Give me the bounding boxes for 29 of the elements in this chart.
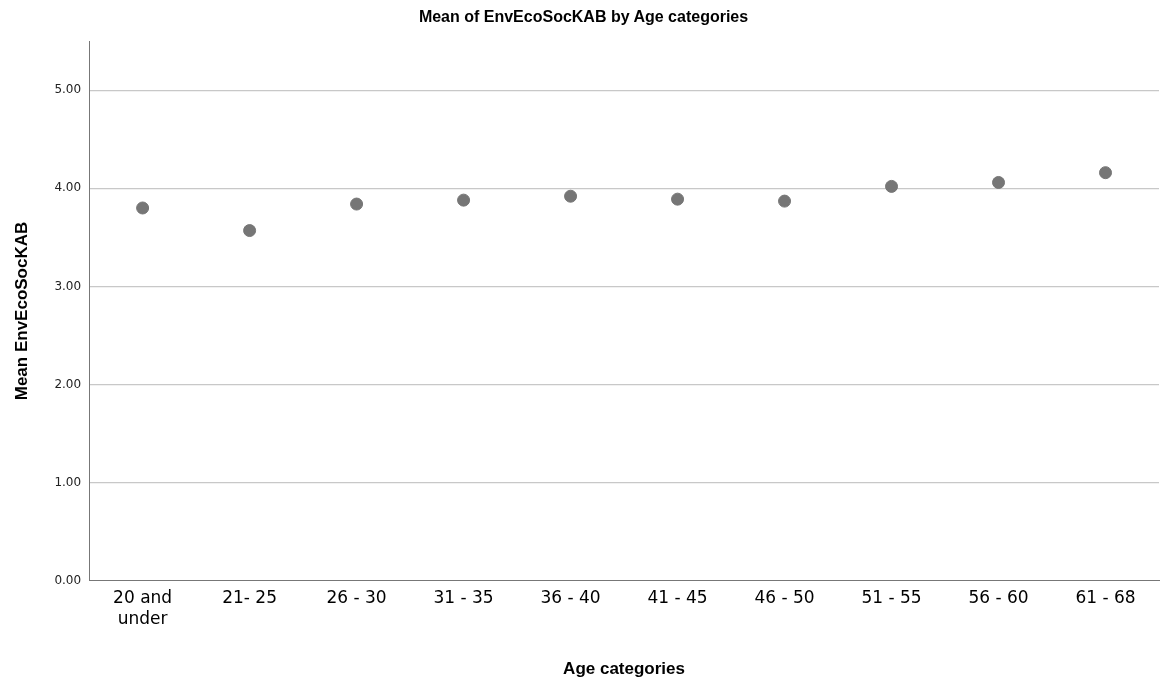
x-tick-label: 20 and under (113, 587, 173, 628)
y-tick-label: 0.00 (54, 572, 82, 587)
point (564, 189, 578, 203)
x-tick-label: 21- 25 (222, 587, 278, 608)
x-tick-label: 36 - 40 (540, 587, 601, 608)
chart-title: Mean of EnvEcoSocKAB by Age categories (418, 8, 749, 26)
x-tick-label: 56 - 60 (968, 587, 1029, 608)
point (457, 193, 471, 207)
x-axis-title: Age categories (563, 659, 685, 679)
x-tick-label: 51 - 55 (861, 587, 922, 608)
point (136, 201, 150, 215)
point (1099, 166, 1113, 180)
point (350, 197, 364, 211)
x-tick-label: 46 - 50 (754, 587, 815, 608)
y-axis-title: Mean EnvEcoSocKAB (11, 221, 31, 401)
point (671, 192, 685, 206)
y-tick-label: 3.00 (54, 278, 82, 293)
point (778, 194, 792, 208)
y-tick-label: 1.00 (54, 474, 82, 489)
point (885, 179, 899, 193)
y-tick-label: 5.00 (54, 82, 82, 97)
y-tick-label: 2.00 (54, 376, 82, 391)
x-tick-label: 31 - 35 (433, 587, 494, 608)
x-tick-label: 61 - 68 (1075, 587, 1136, 608)
x-tick-label: 41 - 45 (647, 587, 708, 608)
x-tick-label: 26 - 30 (326, 587, 387, 608)
point (243, 224, 257, 238)
point (992, 175, 1006, 189)
y-tick-label: 4.00 (54, 180, 82, 195)
